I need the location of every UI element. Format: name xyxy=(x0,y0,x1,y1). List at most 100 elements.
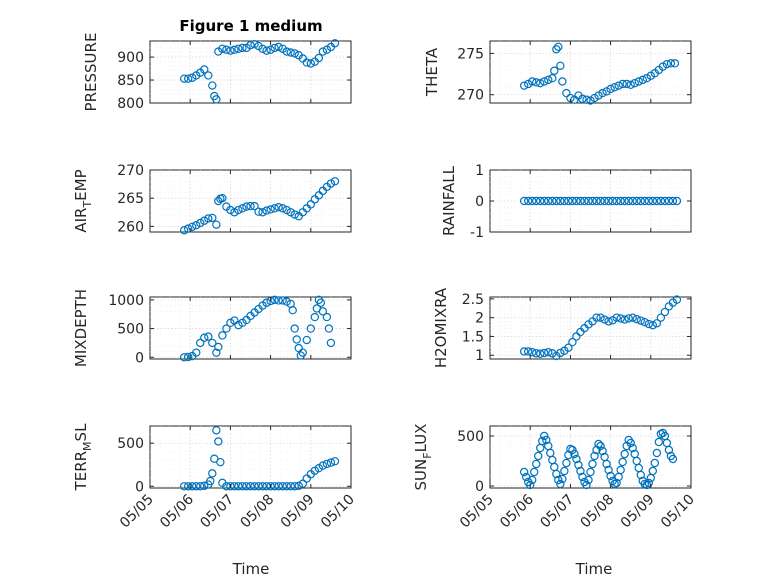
data-point xyxy=(574,460,583,470)
data-point xyxy=(556,61,565,71)
data-point xyxy=(288,306,297,315)
data-point xyxy=(600,196,609,206)
data-point xyxy=(294,481,303,491)
data-point xyxy=(234,44,243,54)
data-point xyxy=(564,196,573,206)
data-point xyxy=(318,47,328,56)
data-point xyxy=(564,450,573,460)
data-point xyxy=(584,196,593,206)
data-point xyxy=(286,208,295,217)
data-point xyxy=(644,478,653,488)
data-point xyxy=(238,43,247,53)
data-point xyxy=(660,307,670,317)
data-point xyxy=(196,218,205,228)
data-point xyxy=(528,196,537,206)
data-point xyxy=(584,475,593,485)
data-point xyxy=(306,200,315,209)
data-point xyxy=(554,475,563,485)
data-point xyxy=(600,315,609,324)
data-point xyxy=(636,316,645,325)
data-point xyxy=(568,445,577,455)
data-point xyxy=(606,471,615,481)
data-point xyxy=(226,205,235,215)
data-point xyxy=(290,49,299,58)
data-point xyxy=(326,458,336,467)
data-point xyxy=(648,196,658,206)
data-point xyxy=(616,196,625,206)
data-point xyxy=(316,298,326,307)
data-point xyxy=(290,482,299,491)
data-point xyxy=(544,196,553,206)
data-point xyxy=(222,324,231,333)
panel-terr-msl: TERRMSL 0 500 xyxy=(72,423,352,495)
data-point xyxy=(324,324,334,333)
data-point xyxy=(556,196,565,206)
xlabel-right: Time xyxy=(575,560,613,578)
data-point xyxy=(576,196,585,206)
data-point xyxy=(612,478,621,488)
y-tick-label: 0 xyxy=(135,350,144,366)
data-point xyxy=(606,84,615,94)
data-point xyxy=(628,196,637,206)
data-point xyxy=(246,40,255,50)
data-point xyxy=(519,467,529,477)
data-point xyxy=(608,196,617,206)
data-point xyxy=(274,482,283,491)
data-point xyxy=(292,335,301,344)
data-point xyxy=(652,448,662,458)
data-point xyxy=(544,348,553,357)
data-point xyxy=(672,295,682,304)
y-tick-label: 800 xyxy=(117,96,144,112)
x-tick-label: 05/10 xyxy=(658,492,698,532)
data-point xyxy=(206,476,215,486)
data-point xyxy=(238,482,247,491)
data-point xyxy=(550,66,559,75)
data-point xyxy=(270,43,279,53)
y-tick-label: 1000 xyxy=(108,293,144,309)
y-tick-label: 265 xyxy=(117,191,144,207)
data-point xyxy=(322,459,332,469)
data-point xyxy=(568,337,577,347)
data-point xyxy=(552,469,561,479)
data-point xyxy=(330,177,340,186)
data-point xyxy=(318,461,328,470)
data-point xyxy=(226,318,235,328)
data-point xyxy=(652,196,662,206)
data-point xyxy=(562,458,571,468)
data-point xyxy=(179,482,189,491)
panel-h2omixra: H2OMIXRA 1 1.5 2 2.5 xyxy=(432,287,692,368)
data-point xyxy=(330,457,340,466)
x-tick-label: 05/09 xyxy=(618,492,658,532)
data-point xyxy=(230,45,239,54)
data-point xyxy=(286,482,295,491)
data-point xyxy=(530,467,539,477)
y-tick-label: 850 xyxy=(117,73,144,89)
x-tick-label: 05/05 xyxy=(457,492,497,532)
data-point xyxy=(234,320,243,330)
data-point xyxy=(226,482,235,491)
y-tick-label: 0 xyxy=(135,479,144,495)
data-point xyxy=(628,313,637,322)
data-point xyxy=(644,196,653,206)
data-point xyxy=(624,314,633,323)
data-point xyxy=(258,482,267,491)
y-tick-label: 500 xyxy=(457,429,484,445)
data-point xyxy=(548,73,557,83)
data-point xyxy=(246,482,255,491)
data-point xyxy=(654,437,664,447)
data-point xyxy=(204,332,213,341)
data-point xyxy=(568,196,577,206)
data-point xyxy=(196,482,205,491)
data-point xyxy=(616,465,625,475)
y-tick-label: 0 xyxy=(475,194,484,210)
x-axis-left: 05/05 05/06 05/07 05/08 05/09 05/10 xyxy=(117,491,358,531)
data-point xyxy=(632,314,641,324)
data-point xyxy=(200,65,209,74)
data-point xyxy=(668,196,678,206)
data-point xyxy=(664,196,674,206)
data-point xyxy=(538,436,547,446)
y-tick-label: 2.5 xyxy=(462,292,484,308)
data-point xyxy=(590,451,599,461)
ylabel-terr-msl: TERRMSL xyxy=(72,423,94,492)
data-point xyxy=(620,315,629,324)
